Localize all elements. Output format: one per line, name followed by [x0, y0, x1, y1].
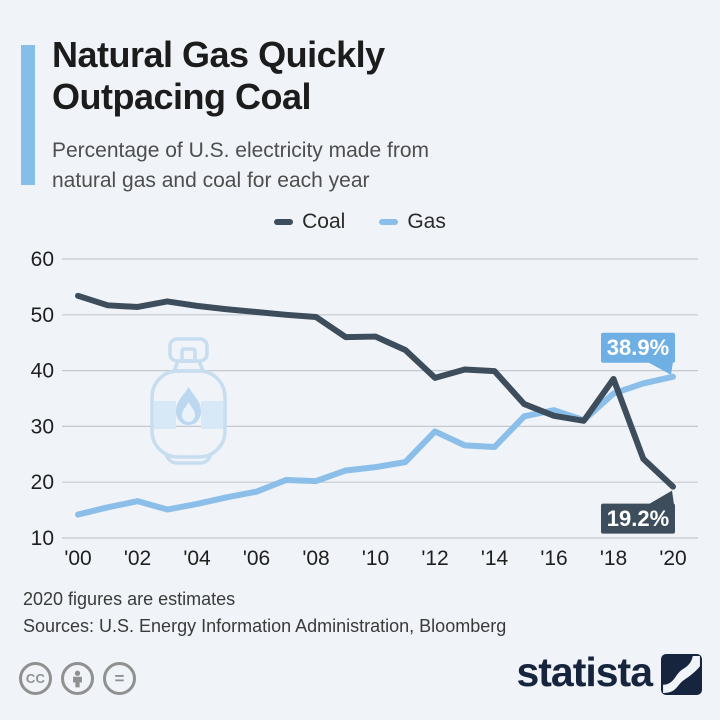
gas-tank-watermark-icon — [150, 337, 227, 465]
title-accent-bar — [21, 45, 35, 185]
gas-legend-swatch — [379, 219, 399, 225]
y-tick-30: 30 — [31, 415, 54, 438]
gas-value-callout: 38.9% — [601, 332, 675, 375]
license-icons: CC = — [19, 662, 136, 695]
x-tick-06: '06 — [243, 547, 270, 570]
coal-legend-label: Coal — [302, 210, 346, 233]
y-tick-20: 20 — [31, 471, 54, 494]
estimates-note: 2020 figures are estimates — [23, 589, 236, 609]
legend-item-coal: Coal — [274, 210, 345, 234]
chart-subtitle: Percentage of U.S. electricity made from… — [52, 139, 429, 193]
creative-commons-icon: CC — [19, 662, 52, 695]
statista-logo: statista — [516, 652, 702, 697]
y-tick-60: 60 — [31, 248, 54, 271]
chart-grid-axes: 60 50 40 30 20 10 '00 '02 '04 '06 '08 '10 '12 '14 '16 '… — [31, 248, 698, 570]
coal-line — [75, 292, 676, 490]
statista-wave-icon — [661, 654, 702, 695]
chart-data-lines: 19.2% 38.9% — [75, 292, 676, 534]
legend-item-gas: Gas — [379, 210, 446, 234]
x-tick-18: '18 — [600, 547, 627, 570]
x-tick-16: '16 — [540, 547, 567, 570]
coal-legend-swatch — [274, 219, 294, 225]
gas-line — [75, 373, 676, 518]
x-tick-08: '08 — [302, 547, 329, 570]
y-tick-40: 40 — [31, 360, 54, 383]
x-tick-00: '00 — [64, 547, 91, 570]
legend: Coal Gas — [0, 210, 720, 234]
x-tick-04: '04 — [183, 547, 211, 570]
x-tick-12: '12 — [421, 547, 448, 570]
x-tick-20: '20 — [659, 547, 686, 570]
coal-value-callout: 19.2% — [601, 490, 675, 534]
x-tick-10: '10 — [362, 547, 389, 570]
x-tick-14: '14 — [481, 547, 509, 570]
svg-text:38.9%: 38.9% — [607, 335, 669, 360]
sources-line: Sources: U.S. Energy Information Adminis… — [23, 615, 507, 636]
chart-title: Natural Gas Quickly Outpacing Coal — [52, 34, 385, 118]
no-derivatives-icon: = — [103, 662, 136, 695]
svg-text:19.2%: 19.2% — [607, 506, 669, 531]
statista-wordmark: statista — [516, 649, 653, 695]
x-tick-02: '02 — [124, 547, 151, 570]
gas-legend-label: Gas — [407, 210, 446, 233]
footer-notes: 2020 figures are estimates Sources: U.S.… — [23, 586, 673, 639]
y-tick-50: 50 — [31, 304, 54, 327]
y-tick-10: 10 — [31, 527, 54, 550]
attribution-person-icon — [61, 662, 94, 695]
